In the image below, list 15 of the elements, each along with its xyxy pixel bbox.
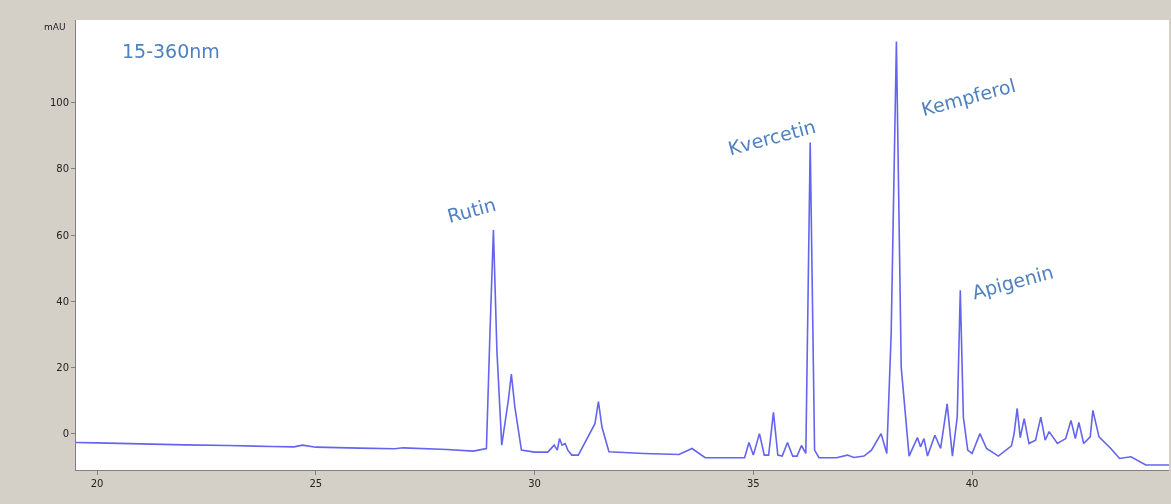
x-tick-label: 30 [528,478,541,489]
annotation: Rutin [444,192,499,227]
y-tick-label: 80 [56,163,69,175]
x-tick-label: 20 [90,478,104,489]
x-tick-label: 40 [965,478,979,489]
line-series [76,40,1169,466]
y-tick-label: 60 [56,229,69,241]
y-tick-label: 0 [62,428,69,440]
y-axis-title: mAU [44,22,66,32]
y-tick-label: 40 [56,295,69,307]
x-tick-label: 25 [309,478,323,489]
annotation: 15-360nm [122,40,220,62]
y-tick-label: 100 [49,97,69,109]
x-tick-label: 35 [746,478,760,489]
y-tick-label: 20 [56,361,69,373]
